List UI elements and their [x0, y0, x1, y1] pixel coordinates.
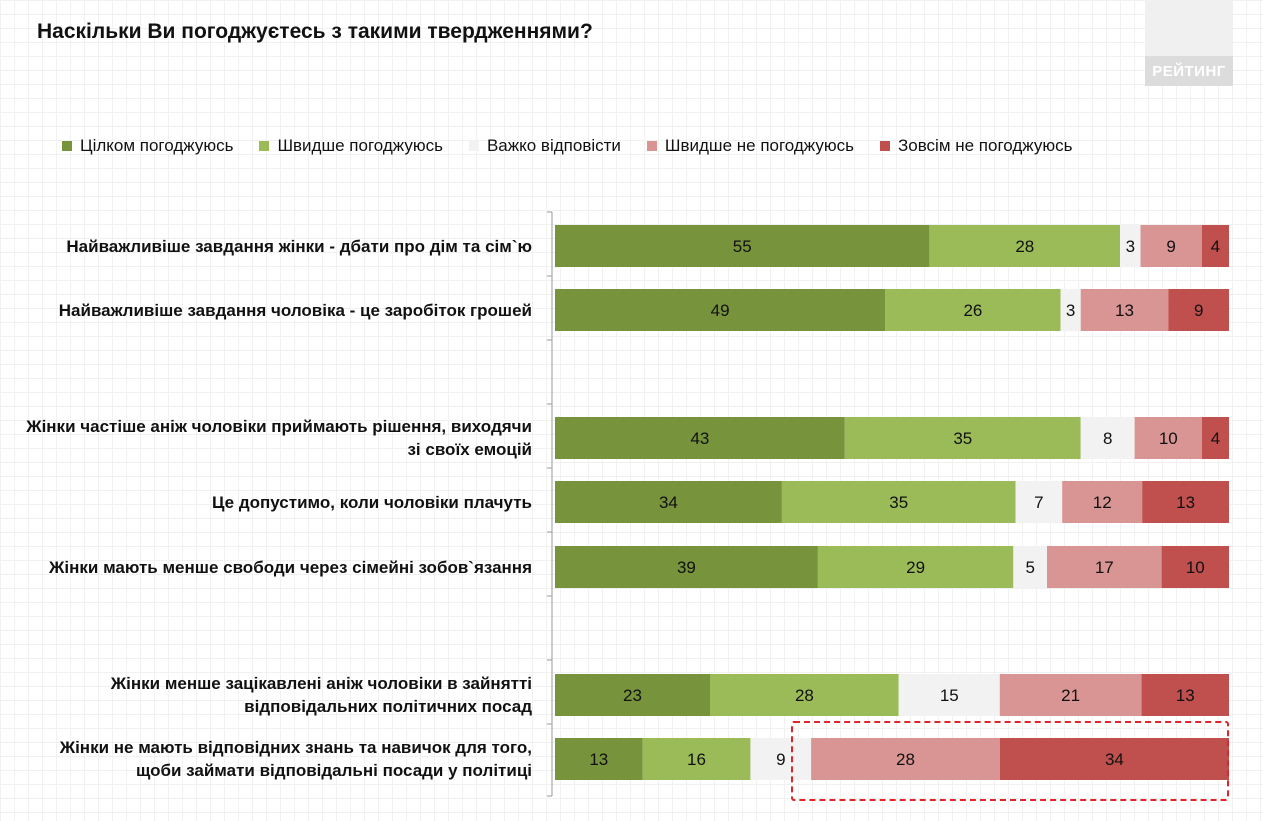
bar-segment	[750, 738, 812, 780]
legend-label: Зовсім не погоджуюсь	[897, 136, 1073, 155]
bar-segment	[1080, 417, 1135, 459]
data-label: 13	[1115, 301, 1134, 320]
bar-segment	[555, 289, 886, 331]
data-label: 3	[1126, 237, 1135, 256]
bar-segment	[555, 481, 782, 523]
row-label: Жінки менше зацікавлені аніж чоловіки в …	[110, 674, 532, 716]
chart-title: Наскільки Ви погоджуєтесь з такими тверд…	[37, 20, 593, 43]
brand-panel	[1145, 0, 1233, 56]
legend-swatch	[646, 141, 657, 151]
bar-segment	[1015, 481, 1063, 523]
bar-segment	[898, 674, 1000, 716]
data-label: 4	[1211, 237, 1220, 256]
legend-swatch	[879, 141, 890, 151]
data-label: 26	[963, 301, 982, 320]
data-label: 55	[733, 237, 752, 256]
bar-segment	[1013, 546, 1047, 588]
bar-segment	[1161, 546, 1229, 588]
legend-item: Зовсім не погоджуюсь	[879, 136, 1073, 156]
legend-label: Швидше погоджуюсь	[277, 136, 443, 155]
data-label: 5	[1025, 558, 1034, 577]
bar-segment	[555, 546, 818, 588]
legend-swatch	[259, 141, 270, 151]
bar-segment	[1134, 417, 1202, 459]
legend-item: Швидше не погоджуюсь	[646, 136, 854, 156]
data-label: 10	[1186, 558, 1205, 577]
bar-segment	[844, 417, 1081, 459]
data-label: 35	[953, 429, 972, 448]
bar-segment	[1062, 481, 1143, 523]
data-label: 28	[896, 750, 915, 769]
legend-swatch	[62, 141, 72, 151]
data-label: 35	[889, 493, 908, 512]
legend-item: Цілком погоджуюсь	[62, 136, 233, 156]
bar-segment	[999, 738, 1229, 780]
highlight-box	[791, 721, 1229, 801]
data-label: 28	[795, 686, 814, 705]
bar-segment	[642, 738, 751, 780]
bar-segment	[555, 738, 643, 780]
data-label: 7	[1034, 493, 1043, 512]
row-label: Найважливіше завдання чоловіка - це заро…	[58, 300, 532, 320]
data-label: 43	[690, 429, 709, 448]
data-label: 9	[1166, 237, 1175, 256]
row-label: Це допустимо, коли чоловіки плачуть	[212, 492, 532, 512]
data-label: 13	[589, 750, 608, 769]
bar-segment	[781, 481, 1016, 523]
row-label: Жінки не мають відповідних знань та нави…	[59, 738, 532, 780]
bar-segment	[555, 674, 710, 716]
legend-item: Важко відповісти	[468, 136, 621, 156]
data-label: 28	[1015, 237, 1034, 256]
bar-segment	[929, 225, 1120, 267]
row-label: Жінки мають менше свободи через сімейні …	[49, 557, 532, 577]
bar-segment	[811, 738, 1000, 780]
data-label: 15	[940, 686, 959, 705]
data-label: 21	[1061, 686, 1080, 705]
legend-label: Цілком погоджуюсь	[80, 136, 234, 155]
bar-segment	[1060, 289, 1081, 331]
data-label: 12	[1093, 493, 1112, 512]
bar-segment	[1142, 481, 1229, 523]
bar-segment	[1080, 289, 1169, 331]
data-label: 4	[1211, 429, 1220, 448]
legend-swatch	[468, 141, 479, 151]
data-label: 23	[623, 686, 642, 705]
bar-segment	[1168, 289, 1229, 331]
row-label: Жінки частіше аніж чоловіки приймають рі…	[26, 417, 532, 459]
data-label: 39	[677, 558, 696, 577]
bar-segment	[555, 225, 930, 267]
data-label: 9	[1194, 301, 1203, 320]
bar-segment	[817, 546, 1014, 588]
data-label: 9	[776, 750, 785, 769]
bar-segment	[710, 674, 899, 716]
bar-segment	[1201, 225, 1229, 267]
data-label: 29	[906, 558, 925, 577]
bar-segment	[1047, 546, 1162, 588]
data-label: 34	[659, 493, 678, 512]
data-label: 49	[711, 301, 730, 320]
bar-segment	[1140, 225, 1202, 267]
bar-segment	[1120, 225, 1141, 267]
legend-label: Швидше не погоджуюсь	[664, 136, 854, 155]
data-label: 16	[687, 750, 706, 769]
row-label: Найважливіше завдання жінки - дбати про …	[66, 236, 532, 256]
chart-legend: Цілком погоджуюсь Швидше погоджуюсь Важко …	[62, 134, 1072, 158]
bar-segment	[1202, 417, 1229, 459]
brand-logo: РЕЙТИНГ	[1145, 56, 1233, 86]
bar-segment	[1141, 674, 1229, 716]
data-label: 17	[1095, 558, 1114, 577]
bar-segment	[999, 674, 1142, 716]
data-label: 34	[1105, 750, 1124, 769]
legend-item: Швидше погоджуюсь	[259, 136, 443, 156]
data-label: 10	[1159, 429, 1178, 448]
data-label: 13	[1176, 493, 1195, 512]
data-label: 13	[1176, 686, 1195, 705]
bar-segment	[555, 417, 845, 459]
data-label: 8	[1103, 429, 1112, 448]
legend-label: Важко відповісти	[486, 136, 621, 155]
bar-segment	[885, 289, 1061, 331]
data-label: 3	[1066, 301, 1075, 320]
